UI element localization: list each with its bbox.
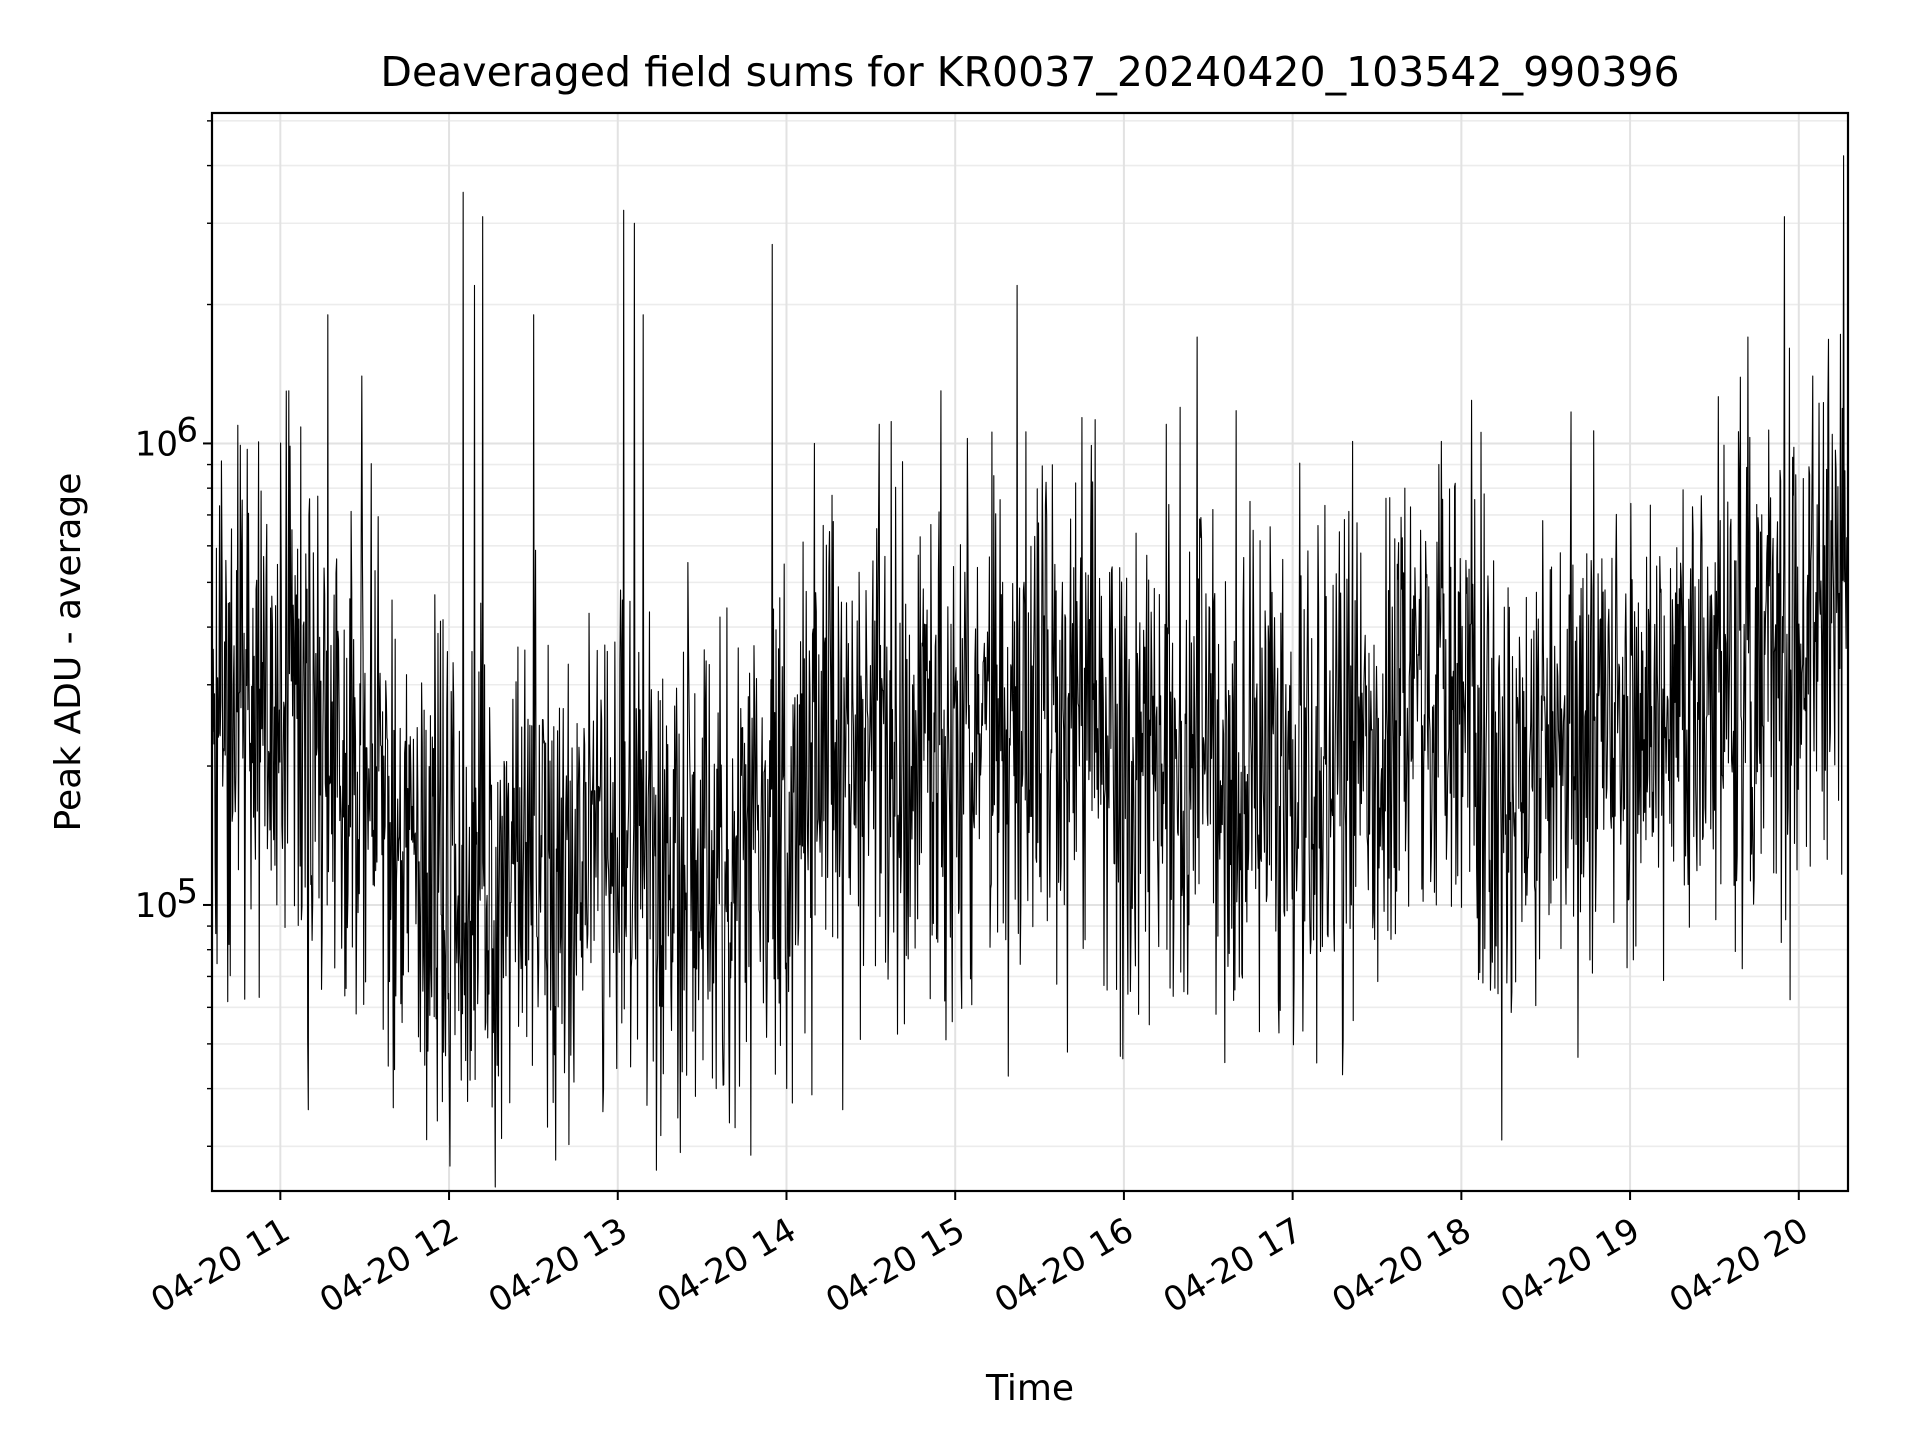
plot-frame bbox=[210, 111, 1850, 1193]
y-axis-label: Peak ADU - average bbox=[48, 473, 89, 832]
x-axis-label: Time bbox=[985, 1368, 1074, 1409]
y-tick-exponent: 5 bbox=[176, 872, 198, 912]
series bbox=[211, 155, 1849, 1188]
y-tick-exponent: 6 bbox=[176, 410, 198, 450]
y-tick-label: 10 bbox=[135, 424, 178, 464]
chart-title: Deaveraged field sums for KR0037_2024042… bbox=[380, 48, 1679, 96]
series-line bbox=[211, 155, 1849, 1188]
y-tick-label: 10 bbox=[135, 886, 178, 926]
